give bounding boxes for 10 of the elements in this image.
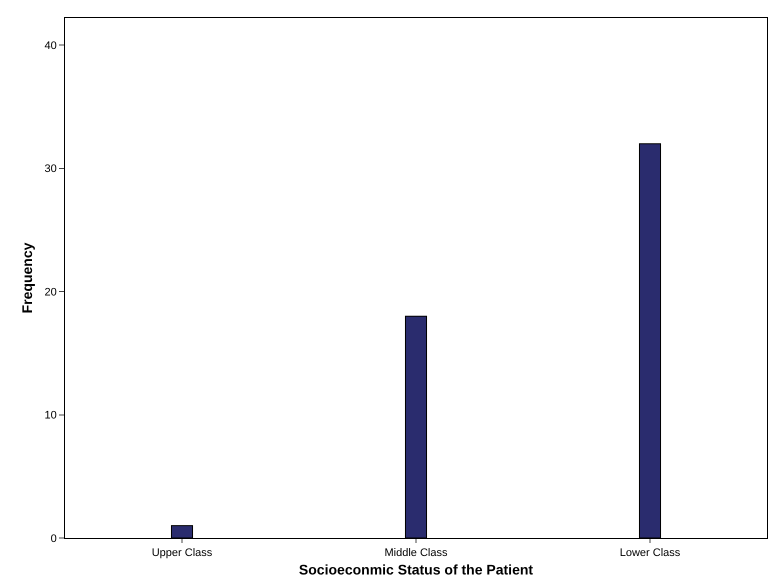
y-tick-label: 30 <box>44 163 57 176</box>
y-tick-label: 0 <box>50 532 57 545</box>
y-tick-label: 40 <box>44 40 57 52</box>
y-axis-title: Frequency <box>19 242 36 314</box>
y-tick-label: 10 <box>44 410 57 422</box>
x-axis-title: Socioeconmic Status of the Patient <box>298 562 534 578</box>
x-tick-label: Upper Class <box>152 547 213 560</box>
y-tick-label: 20 <box>44 286 57 298</box>
x-tick-label: Middle Class <box>384 547 448 560</box>
x-tick-label: Lower Class <box>620 547 681 560</box>
